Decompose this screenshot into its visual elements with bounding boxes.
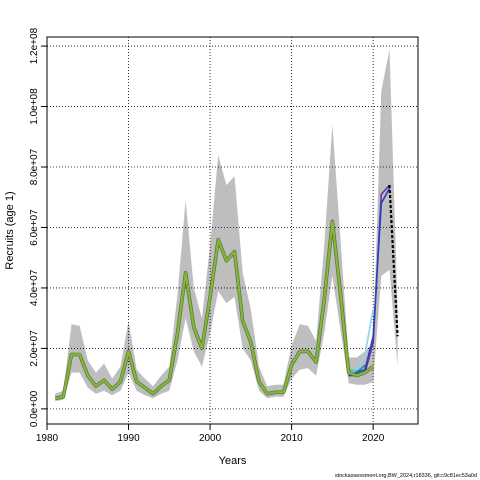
y-tick-label-0: 0.0e+00 bbox=[29, 390, 40, 427]
y-tick-label-2: 4.0e+07 bbox=[29, 269, 40, 306]
estimate-line bbox=[54, 220, 374, 400]
y-tick-label-3: 6.0e+07 bbox=[29, 209, 40, 246]
y-tick-label-5: 1.0e+08 bbox=[29, 88, 40, 125]
confidence-band bbox=[55, 49, 398, 402]
x-tick-label-1980: 1980 bbox=[36, 433, 59, 444]
x-tick-label-1990: 1990 bbox=[117, 433, 140, 444]
y-tick-label-6: 1.2e+08 bbox=[29, 27, 40, 64]
x-axis-title: Years bbox=[219, 455, 247, 467]
x-tick-label-2010: 2010 bbox=[280, 433, 303, 444]
y-tick-label-4: 8.0e+07 bbox=[29, 148, 40, 185]
retro-line-blue bbox=[348, 187, 391, 377]
series-line-layer bbox=[54, 184, 399, 401]
footer-text: stockassessment.org,BW_2024,r18336, git:… bbox=[335, 473, 477, 479]
axis-layer: 1980 1990 2000 2010 2020 0.0e+00 2.0e+07 4.0e+0… bbox=[29, 27, 385, 444]
grid-layer bbox=[46, 37, 418, 424]
forecast-line bbox=[388, 185, 399, 337]
x-tick-label-2020: 2020 bbox=[362, 433, 385, 444]
x-tick-label-2000: 2000 bbox=[199, 433, 222, 444]
plot-frame bbox=[46, 36, 419, 425]
confidence-band-layer bbox=[55, 49, 398, 402]
y-tick-label-1: 2.0e+07 bbox=[29, 330, 40, 367]
y-axis-title: Recruits (age 1) bbox=[4, 191, 16, 269]
